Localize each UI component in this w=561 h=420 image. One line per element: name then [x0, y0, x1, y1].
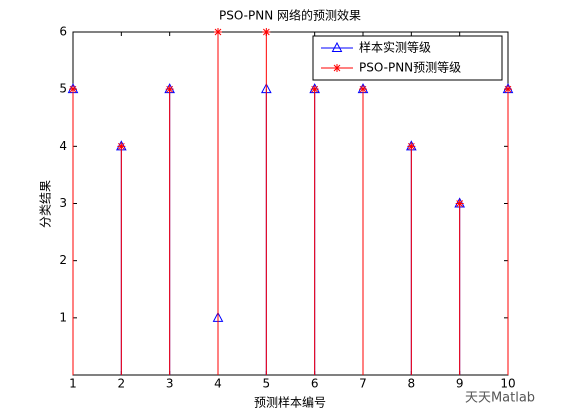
stem-marker [165, 85, 174, 94]
watermark: 天天Matlab [465, 391, 535, 406]
stem-marker [214, 28, 222, 36]
stem-marker [310, 85, 319, 94]
x-tick-label: 7 [359, 377, 367, 391]
x-tick-label: 6 [311, 377, 319, 391]
y-axis-label: 分类结果 [39, 180, 53, 228]
x-axis-label: 预测样本编号 [254, 395, 326, 410]
legend-label: 样本实测等级 [359, 40, 431, 55]
x-tick-label: 9 [456, 377, 464, 391]
stem-marker [262, 28, 271, 36]
stem-marker [69, 85, 77, 94]
x-tick-label: 1 [69, 377, 77, 391]
x-tick-label: 5 [263, 377, 271, 391]
stem-marker [359, 85, 367, 94]
legend-label: PSO-PNN预测等级 [359, 61, 461, 75]
legend-marker [331, 41, 343, 52]
x-tick-label: 8 [408, 377, 416, 391]
y-tick-label: 3 [59, 196, 67, 210]
x-tick-label: 3 [166, 377, 174, 391]
x-tick-label: 2 [118, 377, 126, 391]
chart-title: PSO-PNN 网络的预测效果 [219, 8, 361, 23]
stem-marker [455, 199, 464, 208]
y-tick-label: 2 [59, 253, 67, 267]
stem-marker [504, 85, 512, 94]
y-tick-label: 6 [59, 25, 67, 39]
plot-area [72, 31, 509, 376]
y-tick-label: 1 [59, 310, 67, 324]
x-tick-label: 4 [214, 377, 222, 391]
y-tick-label: 4 [59, 139, 67, 153]
legend-box [312, 35, 503, 81]
stem-marker [117, 142, 126, 151]
legend-marker [333, 64, 341, 72]
stem-marker [407, 142, 416, 151]
y-tick-label: 5 [59, 82, 67, 96]
x-tick-label: 10 [500, 377, 515, 391]
